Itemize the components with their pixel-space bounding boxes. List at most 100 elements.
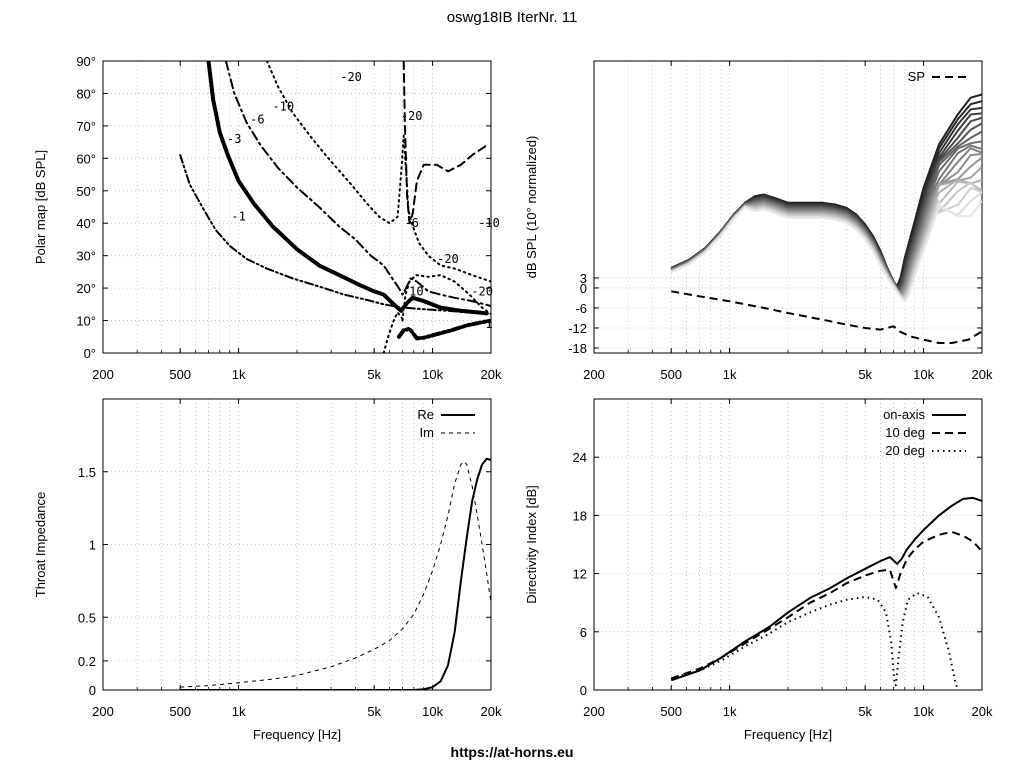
polar-contour-5: [401, 274, 491, 322]
impedance-xtick-label: 1k: [232, 704, 246, 719]
di-ytick-label: 12: [573, 567, 587, 582]
polar-ytick-label: 90°: [76, 54, 96, 69]
polar-plot: 200 500 1k 5k 10k 20k 0° 10° 20° 30° 40° 50° 60° 70° 8…: [33, 54, 502, 382]
di-ytick-label: 6: [580, 625, 587, 640]
spl-series-sp: [671, 290, 982, 344]
impedance-ytick-label: 0: [89, 683, 96, 698]
polar-ytick-label: 80°: [76, 86, 96, 101]
polar-ytick-label: 30°: [76, 249, 96, 264]
di-legend-label: on-axis: [883, 407, 925, 422]
spl-xtick-label: 20k: [972, 367, 993, 382]
polar-contour-label-9: -10: [402, 284, 424, 298]
impedance-ylabel: Throat Impedance: [33, 492, 48, 598]
di-xtick-label: 200: [583, 704, 605, 719]
di-xtick-label: 20k: [972, 704, 993, 719]
spl-legend-label: SP: [908, 69, 925, 84]
polar-contour-7: [396, 318, 491, 341]
page-title: oswg18IB IterNr. 11: [446, 9, 578, 26]
spl-xtick-label: 10k: [913, 367, 934, 382]
polar-ytick-label: 40°: [76, 216, 96, 231]
spl-ytick-label: -6: [575, 301, 587, 316]
polar-contour-label-10: -20: [471, 284, 493, 298]
polar-contour-2: [224, 61, 491, 307]
di-xlabel: Frequency [Hz]: [744, 727, 832, 742]
polar-contour-label-1: -3: [227, 132, 241, 146]
di-legend: on-axis 10 deg 20 deg: [883, 407, 966, 458]
polar-contour-1: [206, 61, 489, 316]
spl-ytick-label: 3: [580, 271, 587, 286]
di-ytick-label: 0: [580, 683, 587, 698]
polar-ytick-label: 60°: [76, 151, 96, 166]
di-xtick-label: 5k: [858, 704, 872, 719]
spl-ylabel: dB SPL (10° normalized): [524, 136, 539, 279]
spl-polar-curve-0: [670, 200, 982, 303]
impedance-ytick-label: 0.5: [78, 610, 96, 625]
polar-ytick-label: 20°: [76, 281, 96, 296]
di-xtick-label: 10k: [913, 704, 934, 719]
polar-contour-0: [179, 154, 468, 314]
polar-contour-label-3: -10: [272, 99, 294, 113]
impedance-xtick-label: 200: [92, 704, 114, 719]
spl-xtick-label: 1k: [723, 367, 737, 382]
di-ylabel: Directivity Index [dB]: [524, 485, 539, 604]
impedance-series-group: [180, 457, 491, 690]
di-ytick-label: 18: [573, 508, 587, 523]
polar-contour-4: [402, 61, 488, 225]
impedance-series-im: [180, 461, 491, 688]
polar-contour-label-5: -20: [401, 109, 423, 123]
impedance-plot: 200 500 1k 5k 10k 20k 0 0.2 0.5 1 1.5 Throat Impeda…: [33, 398, 502, 742]
impedance-legend-label: Re: [417, 407, 434, 422]
polar-xtick-label: 500: [169, 367, 191, 382]
polar-contour-label-8: -20: [437, 252, 459, 266]
impedance-xtick-label: 20k: [481, 704, 502, 719]
impedance-frame: [102, 398, 492, 691]
di-series-group: [670, 496, 982, 690]
spl-ytick-label: 0: [580, 281, 587, 296]
impedance-legend-label: Im: [420, 425, 434, 440]
impedance-xtick-label: 5k: [367, 704, 381, 719]
polar-xtick-label: 5k: [367, 367, 381, 382]
polar-contour-label-11: 1: [485, 317, 492, 331]
polar-contour-label-7: -10: [478, 216, 500, 230]
di-ytick-label: 24: [573, 450, 587, 465]
polar-ytick-label: 70°: [76, 119, 96, 134]
polar-ytick-label: 0°: [84, 346, 96, 361]
polar-xtick-label: 1k: [232, 367, 246, 382]
impedance-xtick-label: 500: [169, 704, 191, 719]
spl-series-group: [670, 93, 982, 344]
polar-contour-3: [265, 61, 491, 283]
impedance-ytick-label: 0.2: [78, 654, 96, 669]
polar-contour-label-6: -6: [404, 216, 418, 230]
spl-xtick-label: 5k: [858, 367, 872, 382]
spl-ytick-label: -12: [568, 321, 587, 336]
di-legend-label: 20 deg: [885, 443, 925, 458]
polar-ytick-label: 10°: [76, 314, 96, 329]
polar-contour-label-4: -20: [340, 70, 362, 84]
spl-ytick-label: -18: [568, 341, 587, 356]
footer-url[interactable]: https://at-horns.eu: [450, 744, 574, 760]
spl-legend: SP: [908, 69, 966, 84]
polar-contour-6: [382, 311, 405, 353]
polar-series-group: [179, 61, 491, 353]
impedance-ytick-label: 1: [89, 538, 96, 553]
impedance-legend: Re Im: [417, 407, 475, 440]
impedance-xlabel: Frequency [Hz]: [253, 727, 341, 742]
di-legend-label: 10 deg: [885, 425, 925, 440]
polar-ytick-label: 50°: [76, 184, 96, 199]
di-series-10-deg: [670, 530, 982, 680]
polar-xtick-label: 20k: [481, 367, 502, 382]
di-xtick-label: 500: [660, 704, 682, 719]
spl-xtick-label: 500: [660, 367, 682, 382]
di-plot: 200 500 1k 5k 10k 20k 0 6 12 18 24 Directivity Inde…: [524, 398, 993, 742]
polar-contour-label-0: -1: [231, 210, 245, 224]
spl-grid: [594, 61, 982, 353]
impedance-grid: [103, 399, 491, 691]
spl-plot: 200 500 1k 5k 10k 20k 30 -6 -12 -18 dB SPL (10° no…: [524, 60, 993, 382]
polar-ylabel: Polar map [dB SPL]: [33, 150, 48, 264]
polar-grid: [103, 60, 491, 354]
impedance-xtick-label: 10k: [422, 704, 443, 719]
di-series-on-axis: [670, 496, 982, 682]
polar-xtick-label: 10k: [422, 367, 443, 382]
di-xtick-label: 1k: [723, 704, 737, 719]
